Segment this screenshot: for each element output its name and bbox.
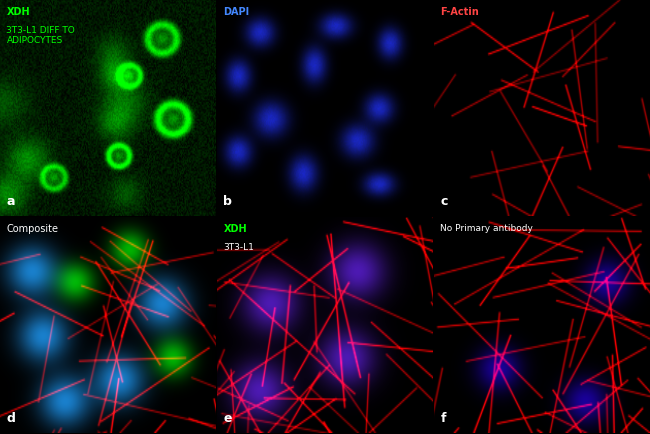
Text: 3T3-L1 DIFF TO
ADIPOCYTES: 3T3-L1 DIFF TO ADIPOCYTES (6, 26, 75, 46)
Text: f: f (440, 412, 446, 425)
Text: No Primary antibody: No Primary antibody (440, 224, 533, 233)
Text: a: a (6, 195, 15, 208)
Text: F-Actin: F-Actin (440, 7, 479, 16)
Text: DAPI: DAPI (224, 7, 250, 16)
Text: b: b (224, 195, 232, 208)
Text: Composite: Composite (6, 224, 58, 234)
Text: e: e (224, 412, 232, 425)
Text: c: c (440, 195, 448, 208)
Text: XDH: XDH (6, 7, 30, 16)
Text: XDH: XDH (224, 224, 247, 234)
Text: 3T3-L1: 3T3-L1 (224, 243, 254, 252)
Text: d: d (6, 412, 16, 425)
